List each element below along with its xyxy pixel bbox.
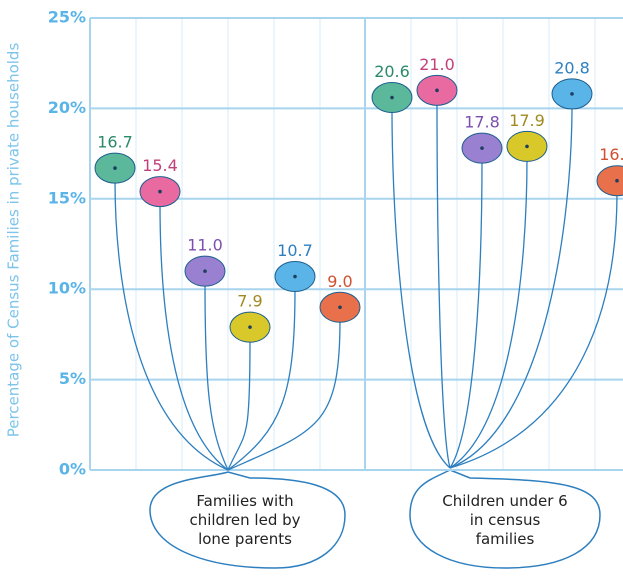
balloon-string (449, 192, 618, 469)
y-tick-label: 25% (48, 8, 86, 27)
balloon-string (204, 283, 229, 471)
balloon-dot (525, 144, 529, 149)
value-label: 10.7 (277, 241, 313, 260)
balloon-dot (570, 92, 574, 96)
balloon-string (449, 158, 528, 469)
value-label: 21.0 (419, 55, 455, 74)
balloon-dot (480, 146, 484, 150)
value-label: 7.9 (237, 292, 262, 311)
y-tick-label: 0% (59, 460, 86, 479)
balloon (596, 165, 623, 197)
y-tick-label: 15% (48, 188, 86, 207)
balloon-string (449, 105, 573, 469)
balloon-string (159, 203, 229, 471)
value-label: 17.8 (464, 113, 500, 132)
balloon-string (436, 102, 451, 469)
balloon-dot (435, 88, 439, 93)
value-label: 17.9 (509, 111, 545, 130)
category-bubble (149, 471, 346, 569)
balloon-string (227, 288, 296, 471)
balloon-dot (615, 178, 619, 183)
balloon-dot (158, 189, 162, 194)
balloon-string (391, 109, 451, 469)
balloon-dot (113, 166, 117, 170)
balloon-dot (293, 274, 297, 279)
balloon-dot (338, 305, 342, 310)
y-tick-label: 5% (59, 369, 86, 388)
value-label: 20.8 (554, 58, 590, 77)
balloon-dot (248, 325, 252, 329)
balloon-dot (203, 269, 207, 273)
value-label: 16.7 (97, 133, 133, 152)
category-label: Families with children led by lone paren… (189, 492, 301, 548)
balloon-string (227, 339, 251, 471)
value-label: 9.0 (327, 272, 352, 291)
y-tick-label: 10% (48, 279, 86, 298)
value-label: 16.0 (599, 145, 623, 164)
value-label: 15.4 (142, 156, 178, 175)
balloon-string (449, 160, 483, 469)
category-label: Children under 6 in census families (442, 492, 568, 548)
category-bubble (409, 469, 601, 569)
balloon-dot (390, 95, 394, 100)
value-label: 20.6 (374, 62, 410, 81)
y-axis-title: Percentage of Census Families in private… (5, 43, 23, 438)
value-label: 11.0 (187, 236, 223, 255)
balloon-string (227, 319, 341, 471)
y-tick-label: 20% (48, 98, 86, 117)
balloon-string (114, 180, 229, 471)
